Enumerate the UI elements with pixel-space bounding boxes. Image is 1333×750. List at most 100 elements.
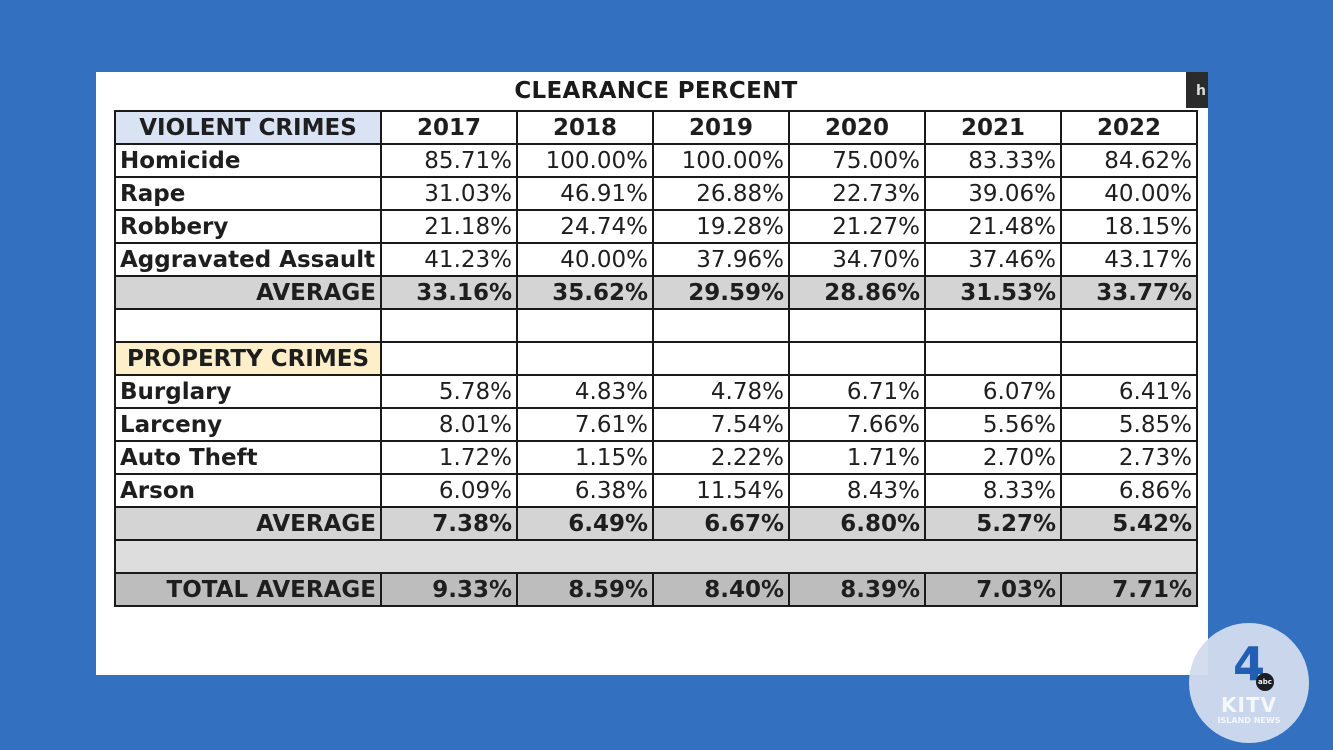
empty-cell: [516, 341, 654, 376]
table-cell: 33.16%: [380, 275, 518, 310]
table-cell: 22.73%: [788, 176, 926, 211]
table-row: Auto Theft 1.72% 1.15% 2.22% 1.71% 2.70%…: [114, 440, 1198, 475]
station-subtitle: ISLAND NEWS: [1217, 716, 1281, 725]
table-cell: 7.71%: [1060, 572, 1198, 607]
table-cell: 5.85%: [1060, 407, 1198, 442]
year-header: 2018: [516, 110, 654, 145]
table-cell: 41.23%: [380, 242, 518, 277]
empty-row: [114, 539, 1198, 574]
row-label: Arson: [114, 473, 382, 508]
table-cell: 4.78%: [652, 374, 790, 409]
empty-cell: [788, 341, 926, 376]
row-label: Auto Theft: [114, 440, 382, 475]
table-cell: 1.71%: [788, 440, 926, 475]
table-title: CLEARANCE PERCENT: [514, 78, 798, 104]
table-cell: 1.15%: [516, 440, 654, 475]
table-cell: 6.67%: [652, 506, 790, 541]
table-cell: 40.00%: [516, 242, 654, 277]
table-cell: 6.38%: [516, 473, 654, 508]
table-cell: 4.83%: [516, 374, 654, 409]
table-cell: 40.00%: [1060, 176, 1198, 211]
table-cell: 8.43%: [788, 473, 926, 508]
table-row: Larceny 8.01% 7.61% 7.54% 7.66% 5.56% 5.…: [114, 407, 1198, 442]
property-header-row: PROPERTY CRIMES: [114, 341, 1198, 376]
empty-cell: [380, 341, 518, 376]
table-cell: 6.86%: [1060, 473, 1198, 508]
table-cell: 7.38%: [380, 506, 518, 541]
empty-cell: [114, 308, 382, 343]
table-cell: 6.07%: [924, 374, 1062, 409]
table-cell: 11.54%: [652, 473, 790, 508]
table-cell: 28.86%: [788, 275, 926, 310]
table-cell: 35.62%: [516, 275, 654, 310]
table-cell: 5.27%: [924, 506, 1062, 541]
table-row: Rape 31.03% 46.91% 26.88% 22.73% 39.06% …: [114, 176, 1198, 211]
property-average-row: AVERAGE 7.38% 6.49% 6.67% 6.80% 5.27% 5.…: [114, 506, 1198, 541]
violent-header-row: VIOLENT CRIMES 2017 2018 2019 2020 2021 …: [114, 110, 1198, 145]
spreadsheet-panel: CLEARANCE PERCENT h VIOLENT CRIMES 2017 …: [96, 72, 1208, 675]
table-cell: 2.73%: [1060, 440, 1198, 475]
violent-average-row: AVERAGE 33.16% 35.62% 29.59% 28.86% 31.5…: [114, 275, 1198, 310]
year-header: 2017: [380, 110, 518, 145]
table-row: Robbery 21.18% 24.74% 19.28% 21.27% 21.4…: [114, 209, 1198, 244]
table-cell: 1.72%: [380, 440, 518, 475]
empty-cell: [924, 308, 1062, 343]
year-header: 2021: [924, 110, 1062, 145]
empty-cell: [516, 308, 654, 343]
table-cell: 85.71%: [380, 143, 518, 178]
property-crimes-header: PROPERTY CRIMES: [114, 341, 382, 376]
empty-row: [114, 308, 1198, 343]
table-cell: 5.78%: [380, 374, 518, 409]
table-cell: 7.54%: [652, 407, 790, 442]
table-cell: 2.70%: [924, 440, 1062, 475]
table-cell: 6.49%: [516, 506, 654, 541]
table-cell: 8.59%: [516, 572, 654, 607]
table-cell: 39.06%: [924, 176, 1062, 211]
table-row: Arson 6.09% 6.38% 11.54% 8.43% 8.33% 6.8…: [114, 473, 1198, 508]
table-cell: 8.40%: [652, 572, 790, 607]
table-cell: 8.01%: [380, 407, 518, 442]
row-label: Aggravated Assault: [114, 242, 382, 277]
table-cell: 7.61%: [516, 407, 654, 442]
row-label: Robbery: [114, 209, 382, 244]
table-row: Homicide 85.71% 100.00% 100.00% 75.00% 8…: [114, 143, 1198, 178]
row-label: Homicide: [114, 143, 382, 178]
table-cell: 8.33%: [924, 473, 1062, 508]
row-label: TOTAL AVERAGE: [114, 572, 382, 607]
network-logo: abc: [1256, 673, 1274, 691]
empty-cell: [788, 308, 926, 343]
table-cell: 33.77%: [1060, 275, 1198, 310]
table-cell: 43.17%: [1060, 242, 1198, 277]
corner-tab: h: [1186, 72, 1208, 108]
table-cell: 83.33%: [924, 143, 1062, 178]
row-label: Rape: [114, 176, 382, 211]
table-cell: 21.48%: [924, 209, 1062, 244]
table-cell: 5.56%: [924, 407, 1062, 442]
empty-cell: [1060, 341, 1198, 376]
table-cell: 6.71%: [788, 374, 926, 409]
empty-cell: [1060, 308, 1198, 343]
table-cell: 75.00%: [788, 143, 926, 178]
empty-cell: [924, 341, 1062, 376]
empty-cell: [652, 308, 790, 343]
empty-cell: [652, 341, 790, 376]
table-cell: 9.33%: [380, 572, 518, 607]
row-label: AVERAGE: [114, 506, 382, 541]
table-cell: 19.28%: [652, 209, 790, 244]
channel-number: 4: [1232, 637, 1265, 691]
table-cell: 8.39%: [788, 572, 926, 607]
table-cell: 6.41%: [1060, 374, 1198, 409]
row-label: Larceny: [114, 407, 382, 442]
year-header: 2020: [788, 110, 926, 145]
table-cell: 24.74%: [516, 209, 654, 244]
table-cell: 37.46%: [924, 242, 1062, 277]
station-logo: 4 abc KITV ISLAND NEWS: [1189, 623, 1309, 743]
table-row: Burglary 5.78% 4.83% 4.78% 6.71% 6.07% 6…: [114, 374, 1198, 409]
table-cell: 100.00%: [516, 143, 654, 178]
total-average-row: TOTAL AVERAGE 9.33% 8.59% 8.40% 8.39% 7.…: [114, 572, 1198, 607]
table-cell: 6.80%: [788, 506, 926, 541]
table-row: Aggravated Assault 41.23% 40.00% 37.96% …: [114, 242, 1198, 277]
table-cell: 29.59%: [652, 275, 790, 310]
table-cell: 7.66%: [788, 407, 926, 442]
empty-cell: [380, 308, 518, 343]
